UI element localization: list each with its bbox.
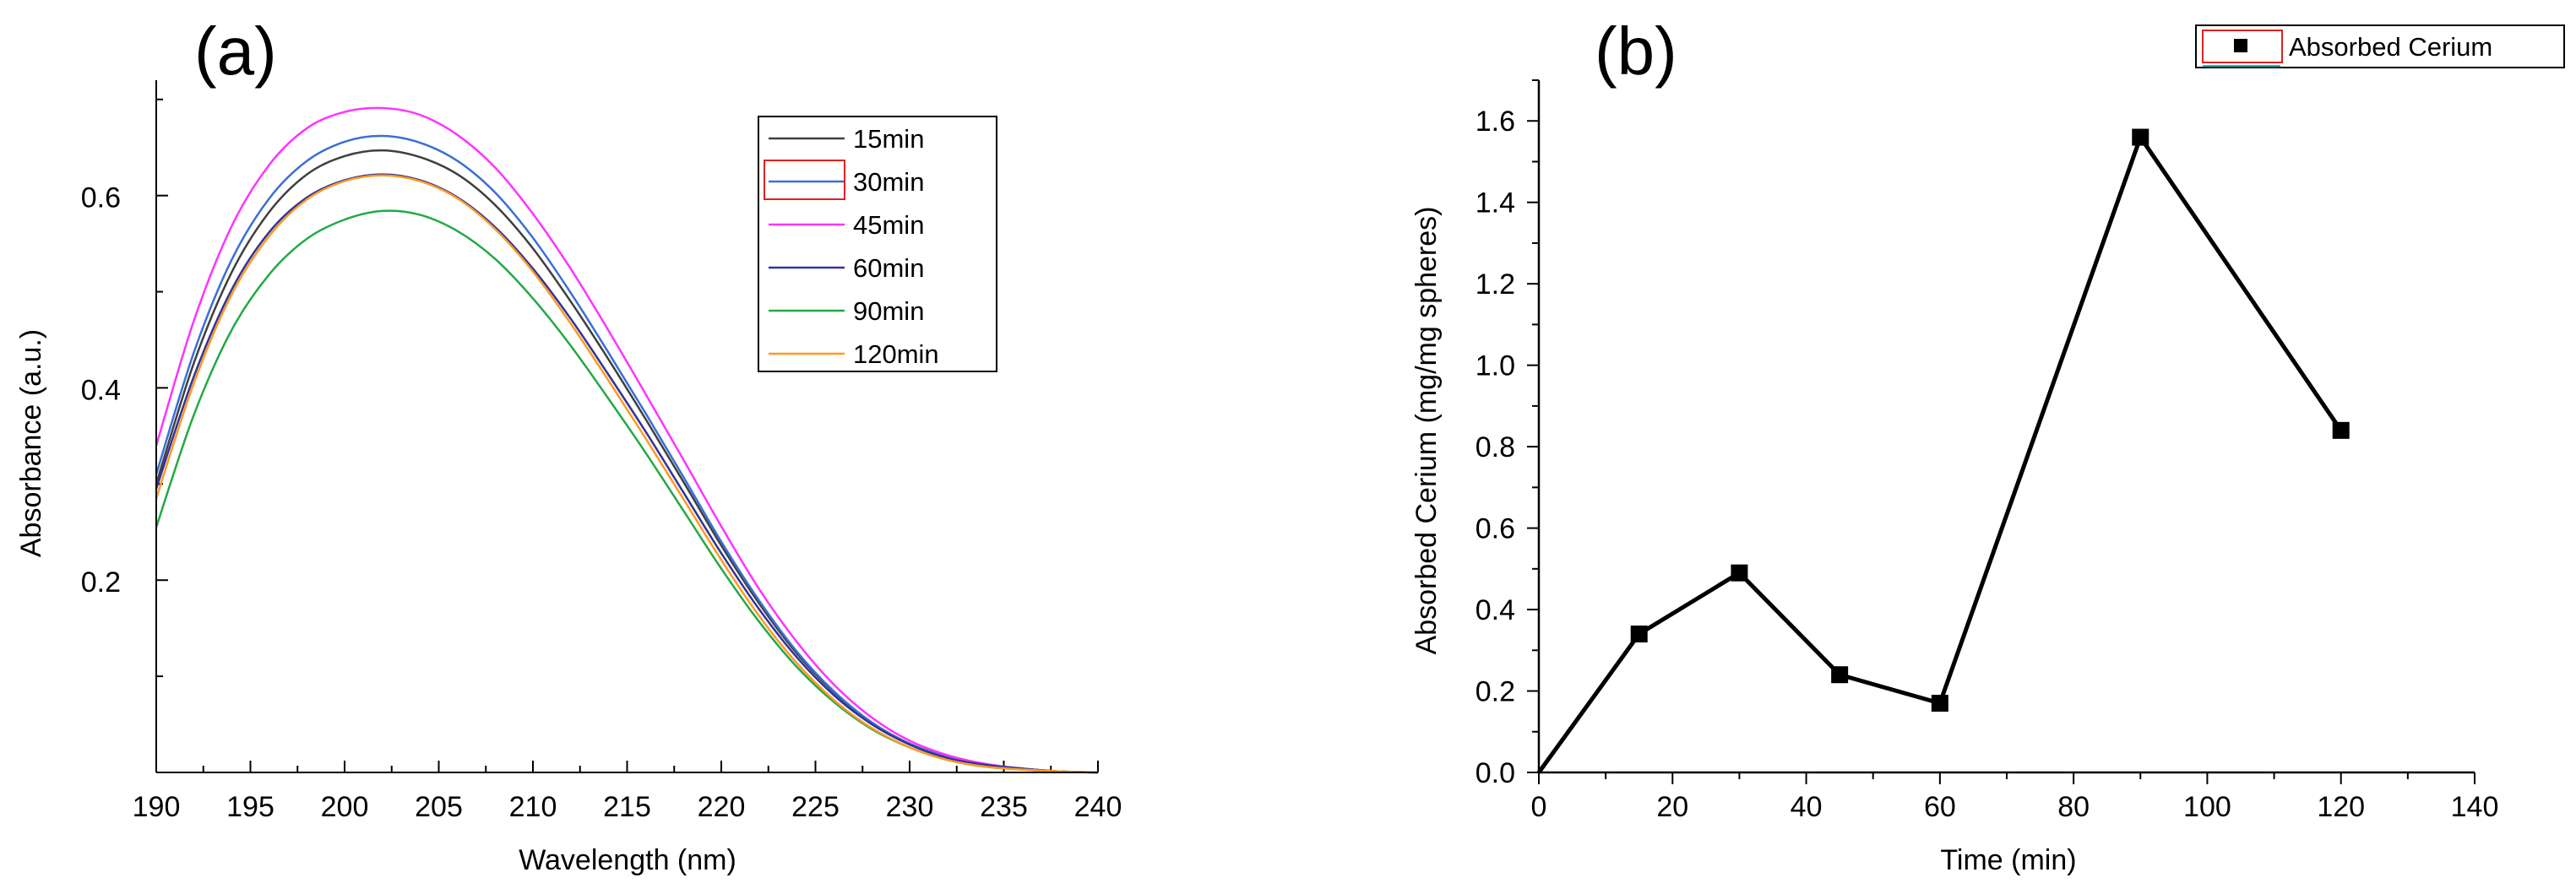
panel-b-legend: Absorbed Cerium — [2195, 24, 2565, 68]
panel-a-legend: 15min 30min 45min 60min 90min 120min — [758, 116, 997, 372]
panel-a-x-tick-label: 200 — [321, 791, 369, 823]
panel-b-y-tick-label: 0.0 — [1475, 757, 1515, 789]
panel-b-y-tick-label: 1.2 — [1475, 268, 1515, 301]
panel-b-y-tick-label: 1.6 — [1475, 106, 1515, 138]
panel-b-x-tick-label: 60 — [1924, 791, 1956, 823]
panel-a-x-axis-title: Wavelength (nm) — [519, 844, 736, 876]
panel-b-x-tick-label: 0 — [1531, 791, 1547, 823]
panel-b-data-point — [2132, 128, 2149, 146]
panel-a-legend-label: 60min — [853, 253, 924, 283]
panel-b-cerium-chart: (b) 0 20 40 60 80 100 120 140 0.0 0.2 0.4 0.6 0.8 1.… — [1410, 14, 2565, 876]
panel-a-x-tick-label: 230 — [886, 791, 934, 823]
panel-a-legend-highlight — [764, 160, 845, 200]
panel-b-x-tick-label: 20 — [1656, 791, 1688, 823]
panel-a-series-60min — [155, 173, 1099, 774]
panel-b-x-tick-label: 80 — [2057, 791, 2090, 823]
panel-b-x-tick-label: 100 — [2183, 791, 2231, 823]
panel-b-legend-highlight — [2202, 30, 2283, 63]
panel-a-legend-label: 90min — [853, 296, 924, 326]
panel-b-x-tick-label: 120 — [2317, 791, 2365, 823]
panel-b-y-tick-label: 0.8 — [1475, 431, 1515, 463]
panel-b-legend-label: Absorbed Cerium — [2289, 32, 2492, 62]
panel-a-x-tick-label: 240 — [1074, 791, 1122, 823]
panel-b-data-point — [1630, 626, 1648, 642]
panel-a-series-120min — [155, 174, 1099, 774]
panel-a-absorbance-chart: (a) 190 195 200 205 210 215 220 225 230 235 240 0.… — [15, 14, 1122, 876]
panel-b-y-tick-label: 1.4 — [1475, 187, 1515, 219]
panel-a-x-tick-label: 190 — [133, 791, 181, 823]
panel-a-x-tick-label: 195 — [226, 791, 274, 823]
panel-b-x-tick-label: 40 — [1791, 791, 1823, 823]
panel-b-y-tick-label: 0.4 — [1475, 594, 1515, 626]
panel-a-x-tick-label: 205 — [415, 791, 463, 823]
panel-b-y-axis-title: Absorbed Cerium (mg/mg spheres) — [1410, 207, 1443, 655]
panel-b-series-line — [1536, 135, 2343, 774]
panel-b-label: (b) — [1595, 14, 1677, 89]
panel-a-legend-label: 30min — [853, 167, 924, 197]
panel-b-data-point — [1831, 666, 1849, 684]
panel-b-x-tick-label: 140 — [2451, 791, 2499, 823]
panel-b-data-point — [1731, 564, 1748, 582]
panel-a-y-tick-label: 0.2 — [81, 566, 121, 599]
panel-a-legend-label: 45min — [853, 210, 924, 240]
panel-a-x-tick-label: 235 — [980, 791, 1028, 823]
panel-a-y-tick-label: 0.4 — [81, 374, 121, 406]
panel-b-y-tick-label: 0.6 — [1475, 513, 1515, 545]
panel-a-x-tick-label: 225 — [791, 791, 840, 823]
panel-a-legend-box — [758, 116, 997, 372]
panel-b-y-tick-label: 1.0 — [1475, 350, 1515, 382]
panel-a-label: (a) — [194, 14, 277, 89]
panel-a-legend-label: 120min — [853, 339, 939, 369]
panel-b-y-tick-label: 0.2 — [1475, 676, 1515, 708]
panel-b-legend-box — [2195, 24, 2565, 68]
panel-a-y-tick-label: 0.6 — [81, 182, 121, 214]
panel-b-data-point — [1931, 695, 1948, 712]
panel-a-series-45min — [155, 106, 1099, 774]
panel-b-x-axis-title: Time (min) — [1940, 844, 2076, 876]
panel-a-x-tick-label: 215 — [603, 791, 651, 823]
panel-a-x-tick-label: 210 — [509, 791, 557, 823]
panel-b-legend-marker-icon — [2234, 39, 2247, 52]
panel-a-legend-label: 15min — [853, 124, 924, 154]
panel-b-data-point — [2332, 421, 2350, 439]
panel-a-x-tick-label: 220 — [698, 791, 746, 823]
panel-a-y-axis-title: Absorbance (a.u.) — [15, 329, 47, 557]
